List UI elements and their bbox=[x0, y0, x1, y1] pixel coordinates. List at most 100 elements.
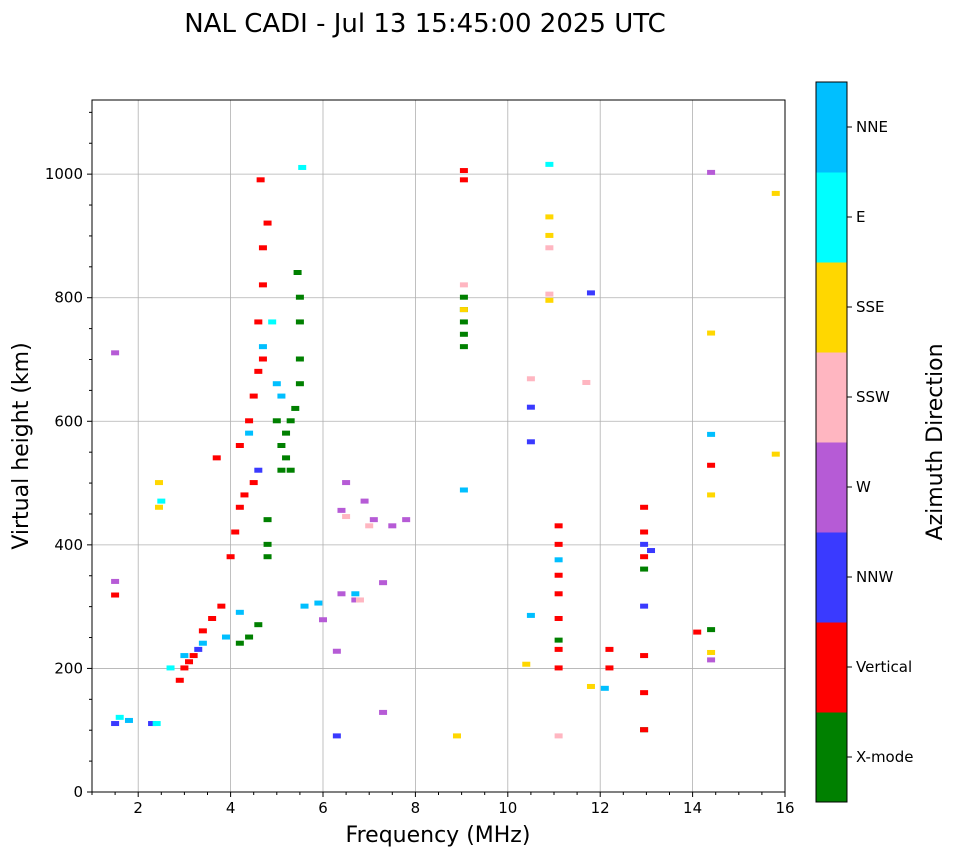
data-point bbox=[459, 487, 468, 493]
data-point bbox=[277, 443, 286, 448]
data-point bbox=[185, 659, 194, 665]
data-point bbox=[226, 554, 235, 560]
data-point bbox=[282, 430, 291, 436]
data-point bbox=[707, 330, 716, 336]
data-point bbox=[319, 617, 327, 623]
data-point bbox=[258, 344, 267, 350]
data-point bbox=[245, 634, 254, 640]
data-point bbox=[365, 523, 374, 529]
data-point bbox=[180, 653, 189, 659]
data-point bbox=[221, 634, 230, 640]
data-point bbox=[249, 393, 258, 399]
data-point bbox=[332, 733, 341, 739]
data-point bbox=[771, 451, 780, 457]
series-sse bbox=[154, 190, 780, 739]
data-point bbox=[157, 498, 166, 504]
x-tick-label: 6 bbox=[318, 799, 328, 817]
x-tick-label: 12 bbox=[591, 799, 610, 817]
colorbar-segment bbox=[816, 442, 847, 533]
data-point bbox=[526, 612, 535, 618]
data-point bbox=[522, 661, 531, 667]
y-tick-label: 1000 bbox=[45, 165, 83, 183]
x-tick-label: 4 bbox=[226, 799, 236, 817]
data-point bbox=[263, 554, 272, 560]
data-point bbox=[459, 344, 468, 350]
data-point bbox=[545, 161, 554, 167]
data-point bbox=[286, 418, 295, 424]
data-point bbox=[554, 616, 563, 621]
data-point bbox=[369, 517, 378, 523]
data-point bbox=[545, 245, 554, 251]
data-point bbox=[355, 597, 364, 603]
data-point bbox=[189, 653, 198, 659]
data-point bbox=[111, 350, 120, 356]
colorbar-tick-label: Vertical bbox=[856, 658, 912, 676]
data-point bbox=[640, 603, 649, 609]
colorbar-tick-label: SSW bbox=[856, 388, 890, 406]
data-point bbox=[115, 714, 124, 720]
data-point bbox=[554, 557, 563, 563]
data-point bbox=[379, 580, 388, 586]
data-point bbox=[277, 467, 286, 473]
colorbar-segment bbox=[816, 712, 847, 803]
colorbar-tick-label: X-mode bbox=[856, 748, 913, 766]
data-point bbox=[640, 653, 649, 659]
data-point bbox=[707, 492, 716, 498]
data-point bbox=[693, 629, 702, 635]
data-point bbox=[291, 405, 300, 411]
data-point bbox=[272, 418, 281, 424]
data-point bbox=[286, 467, 295, 473]
colorbar-segment bbox=[816, 82, 847, 173]
data-point bbox=[212, 455, 221, 461]
data-point bbox=[263, 220, 272, 226]
data-point bbox=[332, 648, 341, 654]
data-point bbox=[295, 356, 304, 362]
data-point bbox=[235, 640, 244, 646]
data-point bbox=[277, 393, 286, 399]
colorbar-tick-label: E bbox=[856, 208, 865, 226]
x-tick-label: 14 bbox=[683, 799, 702, 817]
data-point bbox=[152, 721, 161, 727]
data-point bbox=[198, 628, 207, 634]
data-point bbox=[208, 616, 217, 621]
data-point bbox=[295, 381, 304, 387]
y-tick-label: 600 bbox=[54, 412, 83, 430]
data-point bbox=[235, 609, 244, 615]
data-point bbox=[640, 554, 649, 560]
colorbar-segment bbox=[816, 262, 847, 353]
data-point bbox=[707, 649, 716, 655]
data-point bbox=[707, 657, 716, 663]
series-w bbox=[111, 169, 716, 715]
data-point bbox=[379, 709, 388, 715]
y-tick-label: 400 bbox=[54, 536, 83, 554]
data-point bbox=[554, 637, 563, 643]
data-point bbox=[337, 591, 346, 597]
data-point bbox=[240, 492, 249, 498]
data-point bbox=[707, 627, 716, 633]
data-point bbox=[771, 190, 780, 196]
data-point bbox=[148, 721, 157, 727]
series-nne bbox=[124, 344, 716, 723]
data-point bbox=[263, 541, 272, 547]
data-point bbox=[282, 455, 291, 461]
y-tick-label: 0 bbox=[73, 783, 83, 801]
data-point bbox=[217, 603, 226, 609]
y-tick-label: 200 bbox=[54, 659, 83, 677]
data-point bbox=[258, 282, 267, 288]
data-point bbox=[586, 683, 595, 689]
data-point bbox=[111, 578, 120, 584]
colorbar-tick-label: W bbox=[856, 478, 871, 496]
x-tick-label: 10 bbox=[498, 799, 517, 817]
data-point bbox=[337, 507, 346, 513]
data-point bbox=[268, 319, 277, 325]
data-point bbox=[526, 404, 535, 410]
data-point bbox=[452, 733, 461, 739]
colorbar-label: Azimuth Direction bbox=[923, 343, 948, 540]
data-point bbox=[640, 727, 649, 733]
data-point bbox=[175, 677, 184, 683]
data-point bbox=[295, 319, 304, 325]
data-point bbox=[545, 232, 554, 238]
data-point bbox=[459, 307, 468, 313]
data-point bbox=[707, 169, 716, 175]
